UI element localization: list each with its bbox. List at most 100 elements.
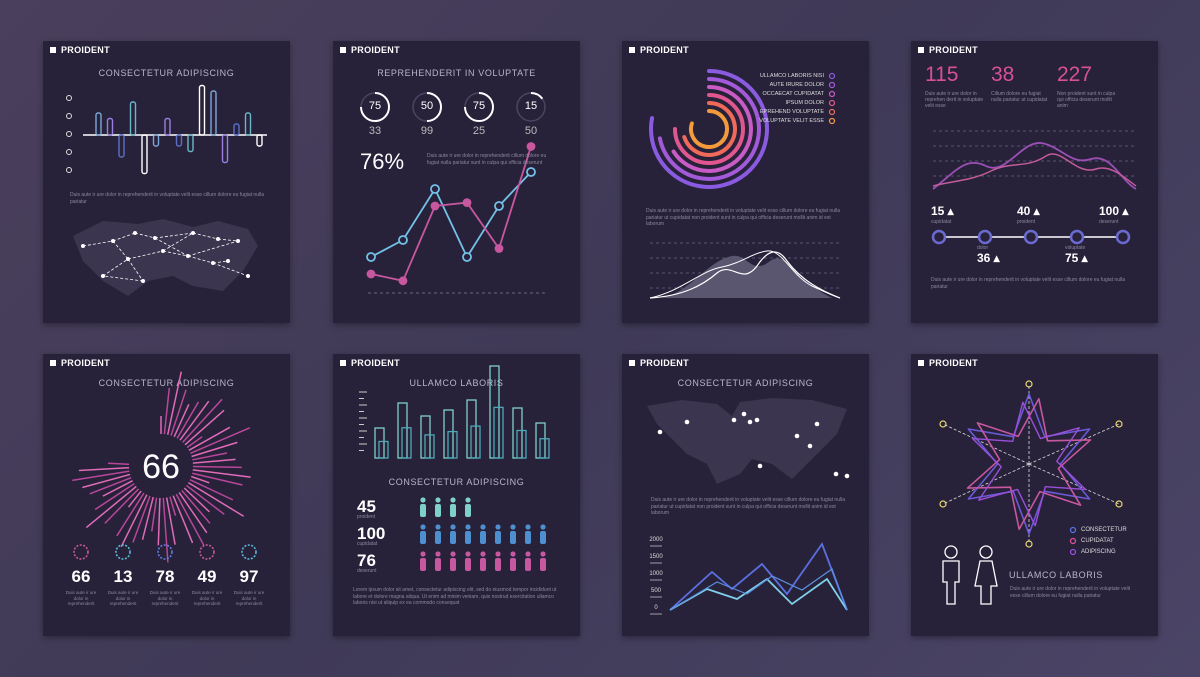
data-bar: [539, 438, 550, 459]
person-icon: [540, 531, 546, 544]
burst-ray: [192, 452, 228, 461]
brand-label: PROIDENT: [340, 358, 400, 368]
area-shape: [662, 255, 832, 298]
radar-axis: [942, 463, 1030, 505]
person-icon: [465, 558, 471, 571]
map-node: [101, 274, 105, 278]
series-line: [370, 146, 532, 282]
ring-progress: [530, 92, 544, 100]
stat-ring: [157, 544, 173, 560]
radar-endpoint: [1025, 380, 1033, 388]
radial-arc: [649, 69, 769, 189]
axis-dot: [66, 149, 72, 155]
legend-label: ULLAMCO LABORIS NISI: [759, 73, 824, 79]
y-tick: 0: [654, 605, 658, 611]
brand-label: PROIDENT: [50, 45, 110, 55]
map-link: [212, 260, 229, 264]
burst-ray: [94, 483, 135, 511]
stat-value: 38: [991, 63, 1015, 86]
male-icon: [944, 545, 958, 559]
data-bar: [175, 134, 183, 147]
person-icon: [495, 524, 501, 530]
person-icon: [420, 558, 426, 571]
burst-ray: [108, 462, 130, 466]
person-icon: [540, 558, 546, 571]
person-icon: [435, 531, 441, 544]
map-link: [154, 237, 189, 257]
y-tick: 1500: [649, 554, 663, 560]
radar-axis: [1028, 463, 1120, 505]
card-title: ULLAMCO LABORIS: [409, 378, 504, 388]
person-icon: [480, 558, 486, 571]
data-bar: [424, 434, 435, 459]
burst-ray: [151, 497, 158, 532]
series-line: [370, 171, 532, 259]
card-title: CONSECTETUR ADIPISCING: [98, 68, 235, 78]
ring-label: 33: [368, 125, 382, 137]
burst-ray: [179, 400, 210, 441]
step-value: 75 ▴: [1065, 251, 1088, 265]
stat-text: Duis aute ir ure dolor in reprehenderit: [233, 590, 265, 606]
burst-ray: [89, 476, 132, 495]
stat-text: Cillum dolore eu fugiat nulla pariatur a…: [991, 91, 1048, 103]
person-icon: [465, 531, 471, 544]
person-icon: [435, 504, 441, 517]
person-icon: [450, 531, 456, 544]
series-point: [526, 167, 536, 177]
legend-label: VOLUPTATE VELIT ESSE: [759, 118, 824, 124]
map-link: [187, 240, 239, 257]
step-node: [1023, 229, 1039, 245]
brand-label: PROIDENT: [629, 45, 689, 55]
burst-ray: [132, 495, 151, 543]
person-icon: [540, 524, 546, 530]
description: Duis aute ir ure dolor in reprehenderit …: [1010, 586, 1131, 599]
step-node: [1069, 229, 1085, 245]
radial-arc: [657, 77, 761, 181]
map-link: [112, 240, 129, 260]
map-link: [102, 275, 144, 282]
map-node: [211, 261, 215, 265]
person-icon: [420, 504, 426, 517]
legend-marker: [1069, 548, 1077, 556]
map-node: [153, 236, 157, 240]
card-subtitle: ULLAMCO LABORIS: [1008, 570, 1104, 580]
map-shape: [73, 219, 258, 296]
step-value: 36 ▴: [977, 251, 1000, 265]
data-bar: [118, 134, 125, 158]
burst-ray: [157, 497, 161, 546]
series-point: [494, 244, 504, 253]
burst-ray: [178, 491, 208, 534]
burst-ray: [175, 493, 205, 546]
person-icon: [450, 558, 456, 571]
legend-marker: [828, 108, 836, 116]
radar-series: [971, 401, 1087, 527]
series-point: [494, 201, 504, 211]
data-bar: [493, 406, 504, 459]
burst-ray: [72, 470, 130, 482]
stat-text: Duis aute ir ure dolor in reprehenderit: [149, 590, 181, 606]
card-map-lines: PROIDENT CONSECTETUR ADIPISCING Duis aut…: [622, 354, 869, 636]
description: Duis aute ir ure dolor in reprehenderit …: [931, 277, 1125, 290]
step-label: proident: [1017, 219, 1036, 225]
radar-series: [966, 397, 1092, 531]
people-label: cupidatat: [357, 541, 378, 547]
card-radar: PROIDENT ULLAMCO LABORIS Duis aute ir ur…: [911, 354, 1158, 636]
person-icon: [495, 531, 501, 544]
stat-value: 66: [71, 567, 91, 586]
stat-text: Duis aute ir ure dolor in reprehenderit: [107, 590, 139, 606]
axis-dot: [66, 95, 72, 101]
burst-ray: [104, 488, 140, 524]
data-bar: [447, 430, 458, 459]
person-icon: [450, 524, 456, 530]
burst-ray: [82, 473, 131, 489]
stat-text: Duis aute ir ure dolor in reprehenderit: [65, 590, 97, 606]
card-title: CONSECTETUR ADIPISCING: [98, 378, 235, 388]
series-point: [430, 184, 440, 194]
step-label: deserunt: [1099, 219, 1119, 225]
data-bar: [152, 134, 160, 147]
map-marker: [684, 419, 690, 425]
data-bar: [233, 123, 240, 136]
person-icon: [435, 497, 441, 503]
burst-ray: [192, 469, 251, 478]
data-bar: [256, 134, 263, 147]
